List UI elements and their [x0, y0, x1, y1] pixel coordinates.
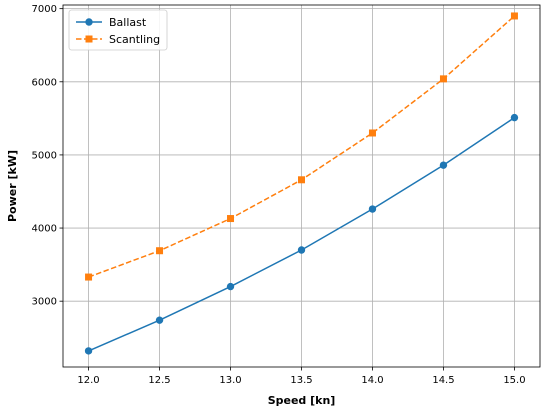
legend-marker — [85, 35, 93, 43]
legend: Ballast Scantling — [68, 9, 168, 51]
legend-label: Ballast — [109, 16, 147, 29]
data-point — [368, 129, 376, 137]
legend-label: Scantling — [109, 33, 160, 46]
data-point — [227, 215, 235, 223]
legend-entry: Ballast — [76, 16, 147, 29]
data-point — [155, 316, 164, 324]
y-tick-label: 7000 — [32, 4, 57, 15]
data-point — [510, 12, 518, 20]
x-tick-label: 12.0 — [77, 375, 99, 386]
y-tick-label: 4000 — [32, 224, 57, 235]
data-point — [298, 176, 305, 184]
data-point — [297, 246, 306, 254]
x-tick-label: 12.5 — [148, 375, 170, 386]
x-tick-label: 15.0 — [503, 375, 525, 386]
series-layer — [84, 12, 519, 355]
x-tick-label: 14.0 — [361, 375, 383, 386]
data-point — [84, 347, 93, 355]
series-ballast — [84, 113, 519, 355]
x-tick-label: 14.5 — [432, 375, 454, 386]
x-tick-label: 13.5 — [290, 375, 312, 386]
legend-marker — [85, 18, 93, 26]
series-scantling — [85, 12, 518, 281]
data-point — [156, 247, 164, 255]
grid — [63, 5, 540, 367]
data-point — [368, 205, 377, 213]
y-axis-ticks: 3000 4000 5000 6000 7000 — [32, 4, 63, 308]
data-point — [439, 75, 447, 83]
y-axis-title: Power [kW] — [6, 150, 19, 222]
data-point — [510, 113, 519, 122]
data-point — [85, 273, 93, 281]
x-axis-ticks: 12.0 12.5 13.0 13.5 14.0 14.5 15.0 — [77, 367, 526, 386]
y-tick-label: 3000 — [32, 297, 57, 308]
y-tick-label: 5000 — [32, 150, 57, 161]
data-point — [439, 161, 448, 169]
x-axis-title: Speed [kn] — [268, 394, 336, 407]
y-tick-label: 6000 — [32, 77, 57, 88]
legend-frame — [68, 9, 168, 51]
data-point — [226, 282, 235, 291]
legend-entry: Scantling — [76, 33, 160, 46]
x-tick-label: 13.0 — [219, 375, 241, 386]
